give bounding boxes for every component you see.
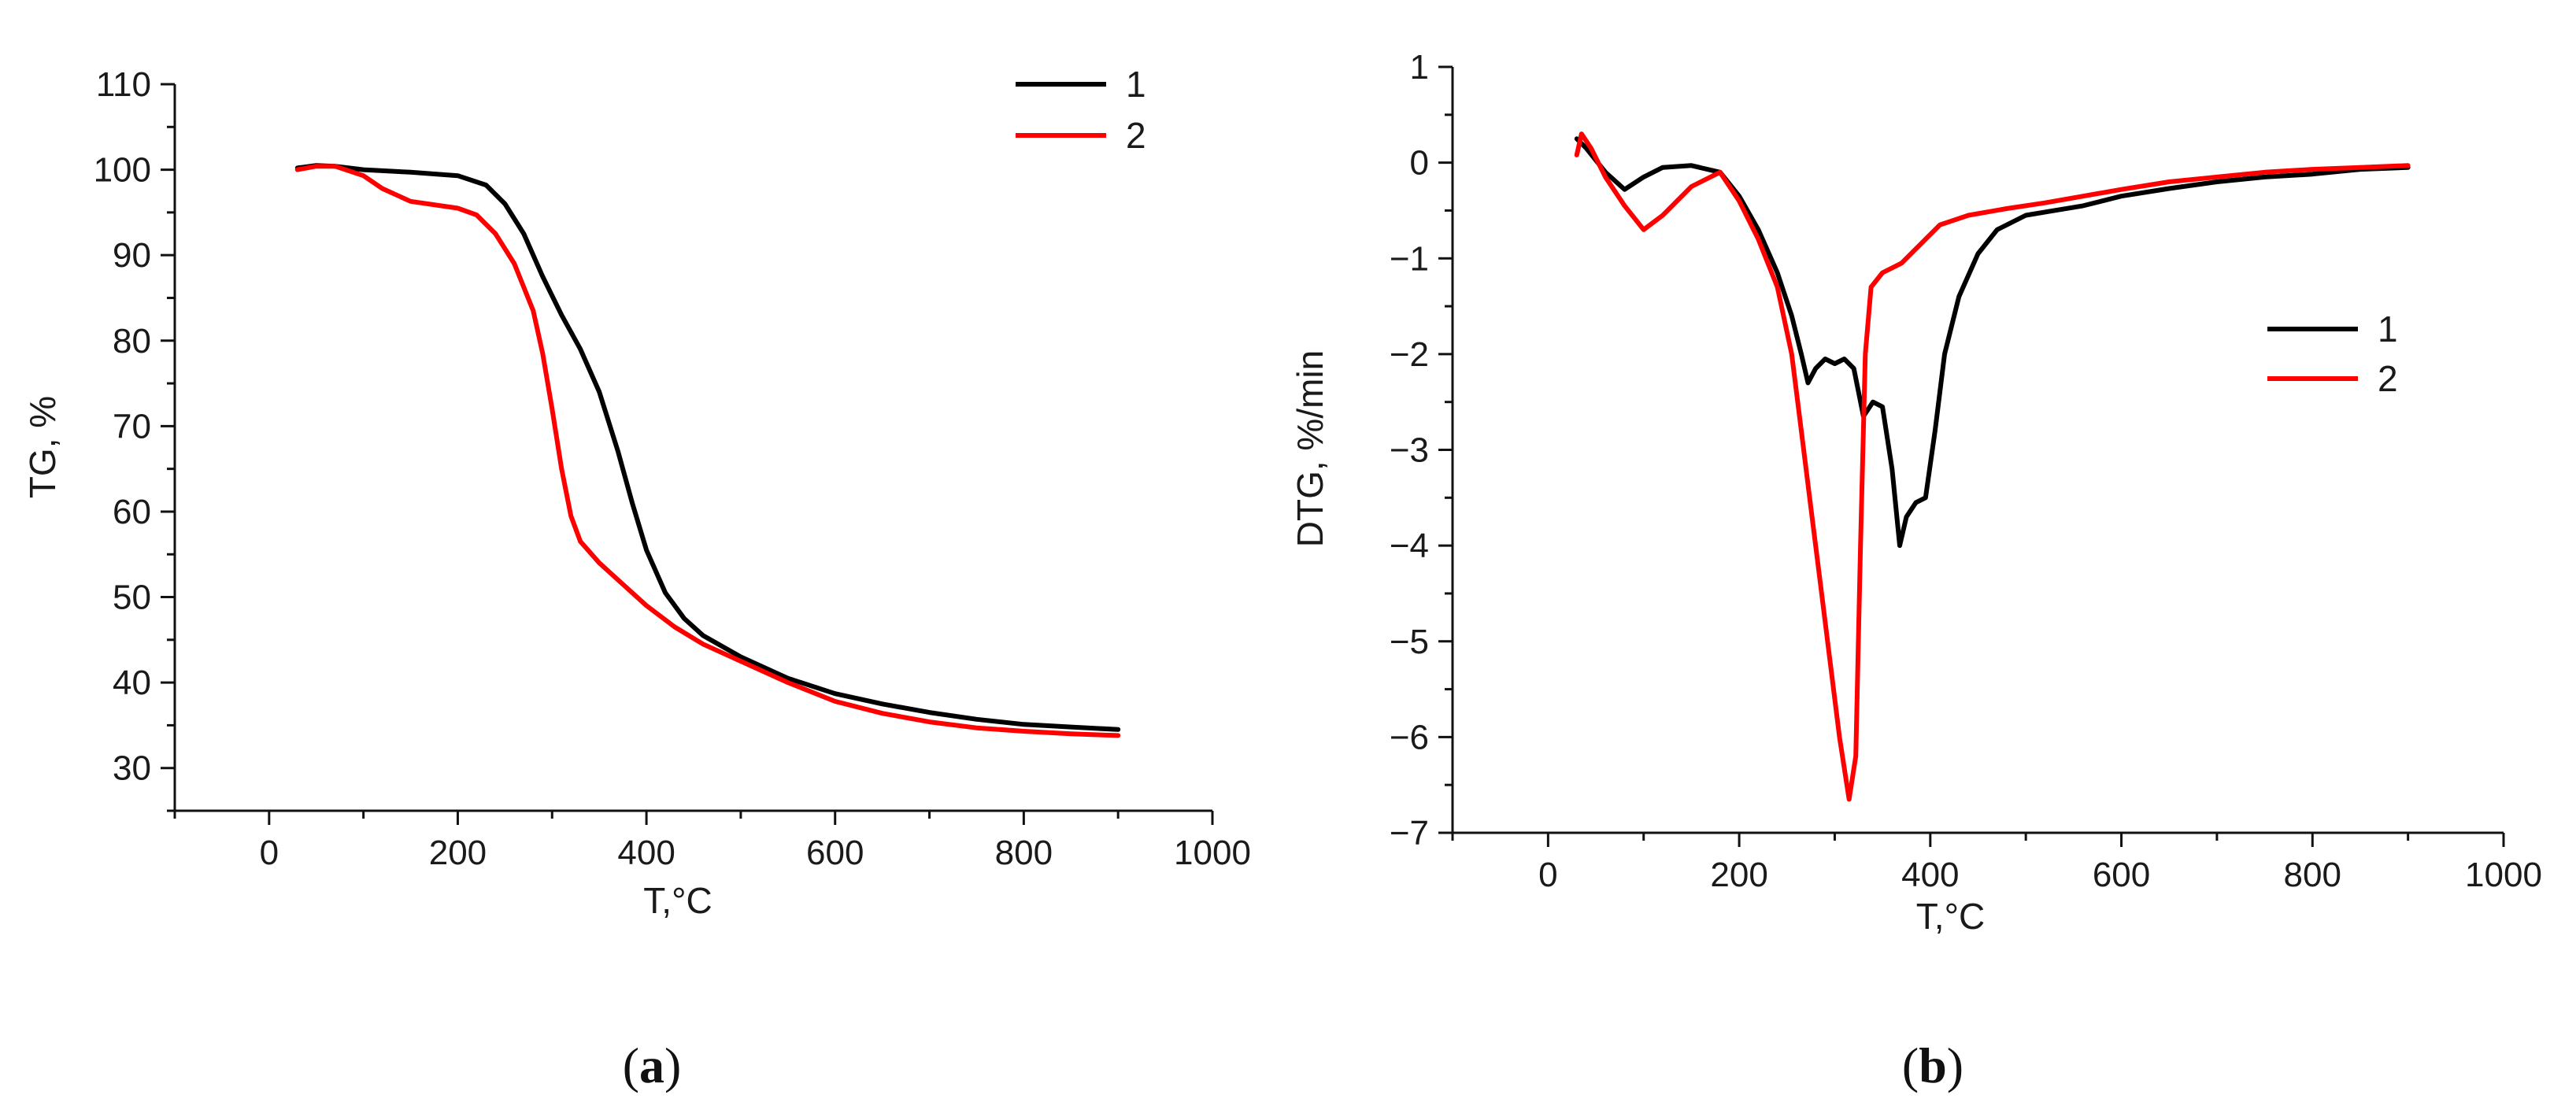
x-tick-label: 1000	[2465, 856, 2542, 894]
x-tick-label: 0	[260, 834, 279, 872]
y-tick-label: 90	[113, 236, 151, 275]
y-tick-label: 50	[113, 579, 151, 617]
chart-panel-b: 0 200 400 600 800 1000 1 0 −1 −2 −3 −4 −5 −6 −7 T,°C DTG…	[1290, 48, 2542, 937]
panel-label-b: (b)	[1902, 1037, 1963, 1093]
x-tick-label: 400	[617, 834, 675, 872]
y-tick-label: 30	[113, 749, 151, 788]
y-tick-label: 40	[113, 664, 151, 702]
x-tick-label: 200	[429, 834, 487, 872]
y-tick-label: −5	[1390, 623, 1429, 661]
y-axis-title: TG, %	[22, 396, 63, 498]
x-tick-label: 200	[1710, 856, 1767, 894]
y-tick-label: −7	[1390, 814, 1429, 852]
x-tick-label: 600	[2093, 856, 2150, 894]
y-axis-title: DTG, %/min	[1290, 350, 1331, 547]
y-tick-label: −3	[1390, 431, 1429, 470]
y-tick-label: 110	[96, 65, 151, 104]
y-tick-label: −2	[1390, 335, 1429, 374]
legend-label-2: 2	[2378, 358, 2398, 399]
y-tick-label: −4	[1390, 527, 1429, 565]
x-tick-label: 800	[2284, 856, 2341, 894]
x-tick-label: 800	[995, 834, 1053, 872]
series-line-2	[1574, 131, 2411, 802]
series-line-1	[1574, 136, 2411, 549]
legend-label-2: 2	[1126, 115, 1146, 156]
y-tick-label: 100	[94, 151, 151, 190]
y-tick-label: −1	[1390, 239, 1429, 278]
chart-panel-a: 0 200 400 600 800 1000 30 40 50 60 70 80 90 100 110 T,°…	[22, 64, 1251, 921]
series-line-2	[294, 164, 1121, 738]
series-line-1	[294, 163, 1121, 732]
x-tick-label: 0	[1538, 856, 1557, 894]
y-tick-label: 1	[1410, 48, 1429, 87]
x-axis-title: T,°C	[1916, 896, 1985, 937]
x-tick-label: 1000	[1174, 834, 1251, 872]
x-axis-title: T,°C	[643, 880, 712, 921]
y-tick-label: 80	[113, 322, 151, 361]
y-tick-label: 70	[113, 407, 151, 446]
x-tick-label: 400	[1901, 856, 1959, 894]
panel-label-a: (a)	[623, 1037, 682, 1093]
y-tick-label: −6	[1390, 718, 1429, 756]
y-tick-label: 0	[1410, 144, 1429, 183]
x-tick-label: 600	[806, 834, 864, 872]
legend-label-1: 1	[1126, 64, 1146, 105]
legend-label-1: 1	[2378, 309, 2398, 349]
y-tick-label: 60	[113, 493, 151, 531]
